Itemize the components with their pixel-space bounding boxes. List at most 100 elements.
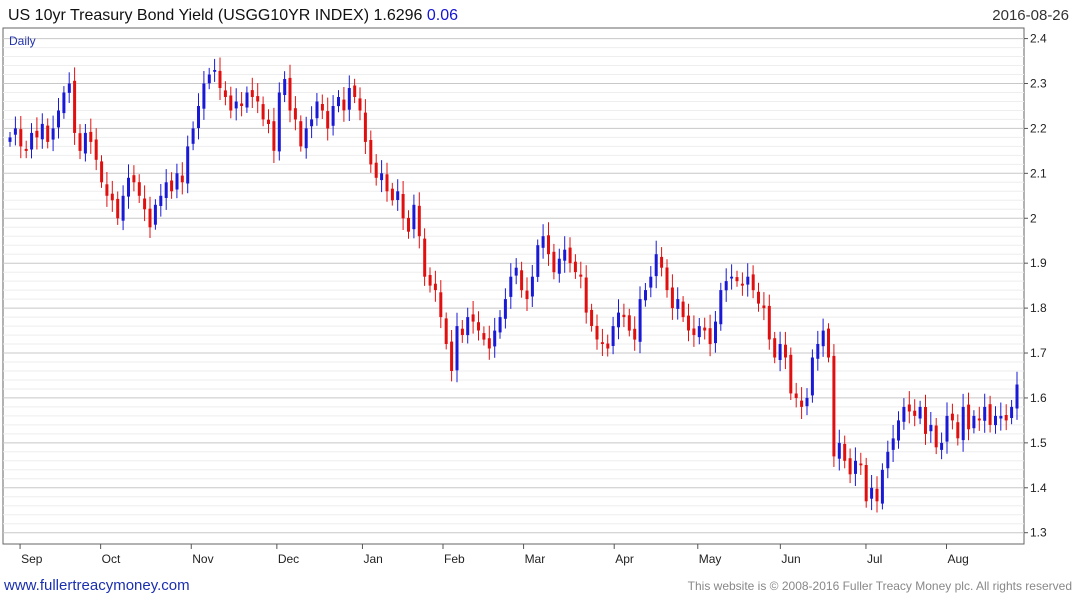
candle: [918, 400, 922, 425]
candle: [326, 97, 330, 141]
chart-date: 2016-08-26: [992, 7, 1069, 24]
x-tick-label: Feb: [444, 552, 465, 566]
candle: [703, 317, 707, 340]
x-axis: Sep Oct Nov Dec Jan Feb Mar Apr May Jun Jul Aug: [19, 544, 969, 566]
candle: [891, 425, 895, 462]
candle: [283, 71, 287, 103]
candle: [972, 410, 976, 434]
candle: [719, 282, 723, 331]
candle: [735, 270, 739, 287]
candle: [304, 116, 308, 159]
candle: [848, 448, 852, 484]
candle: [563, 236, 567, 273]
candle: [816, 330, 820, 371]
candle: [57, 98, 60, 139]
candle: [320, 94, 324, 119]
candle: [595, 314, 599, 350]
candle: [934, 418, 938, 455]
candle: [864, 457, 868, 508]
candle: [471, 301, 475, 334]
x-tick-label: May: [699, 552, 722, 566]
candle: [988, 395, 992, 433]
candle: [994, 406, 997, 434]
candle: [751, 265, 755, 299]
candle: [520, 261, 524, 298]
candle: [956, 414, 960, 446]
y-tick-label: 1.3: [1030, 526, 1047, 540]
candle: [19, 116, 23, 159]
candle: [945, 402, 949, 454]
candle: [757, 282, 760, 312]
candle: [746, 263, 750, 297]
candle: [687, 303, 690, 342]
website-link[interactable]: www.fullertreacymoney.com: [3, 577, 190, 594]
candle: [897, 411, 900, 449]
candle: [514, 258, 518, 285]
candle: [412, 194, 416, 239]
candle: [396, 179, 400, 211]
candle: [363, 99, 367, 154]
candle: [676, 287, 680, 320]
candle: [886, 440, 890, 479]
candle: [385, 162, 389, 202]
grid: [3, 38, 1024, 534]
candle: [940, 432, 944, 460]
candle: [234, 88, 238, 121]
candle: [207, 67, 211, 90]
candle: [536, 239, 540, 282]
candle: [590, 303, 594, 332]
candle: [229, 86, 233, 119]
candle: [832, 344, 836, 467]
candle: [353, 78, 357, 104]
candles: [8, 57, 1019, 513]
candle: [240, 92, 244, 117]
candle: [450, 330, 454, 382]
candle: [218, 57, 222, 100]
candle: [347, 75, 351, 121]
candle: [261, 96, 265, 127]
candle: [487, 325, 491, 360]
candle: [62, 86, 66, 119]
candle: [272, 107, 276, 163]
candle: [708, 314, 712, 357]
candle: [611, 316, 615, 355]
candle: [100, 155, 104, 188]
candle: [277, 82, 281, 161]
candle: [455, 312, 459, 383]
candle: [164, 169, 168, 210]
candle: [67, 72, 71, 103]
y-tick-label: 2.4: [1030, 32, 1047, 46]
candle: [8, 132, 12, 147]
candle: [310, 106, 314, 139]
candle: [525, 277, 529, 311]
candle: [428, 267, 432, 293]
candle: [213, 58, 217, 82]
candle: [35, 117, 39, 150]
candle: [568, 237, 572, 273]
candle: [670, 274, 674, 320]
candle: [541, 224, 545, 259]
x-tick-label: Apr: [615, 552, 634, 566]
candle: [773, 331, 777, 364]
candle: [380, 160, 384, 193]
candle: [740, 272, 744, 296]
candle: [191, 121, 195, 151]
candle: [94, 128, 98, 171]
candle: [299, 115, 303, 152]
candle: [929, 412, 933, 443]
candle: [950, 403, 954, 430]
candle: [132, 165, 136, 192]
y-tick-label: 2.3: [1030, 77, 1047, 91]
candle: [407, 210, 410, 239]
candle: [369, 130, 373, 173]
candle: [622, 303, 626, 328]
candle: [1015, 371, 1019, 420]
candle: [644, 283, 647, 307]
candle: [466, 307, 470, 344]
candle: [493, 317, 497, 358]
candle: [186, 135, 190, 194]
candle: [837, 429, 841, 471]
candle: [433, 270, 437, 302]
candle: [444, 312, 448, 350]
y-tick-label: 1.6: [1030, 391, 1047, 405]
